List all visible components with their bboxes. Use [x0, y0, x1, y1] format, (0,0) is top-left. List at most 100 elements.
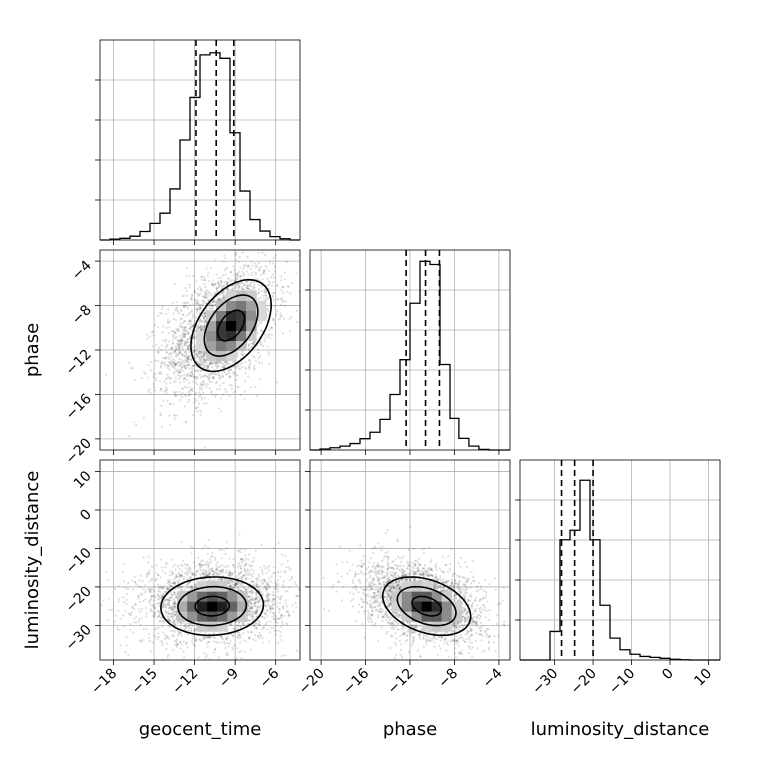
- scatter-point: [257, 619, 260, 623]
- scatter-point: [241, 584, 244, 588]
- scatter-point: [210, 636, 213, 639]
- scatter-point: [281, 299, 284, 302]
- scatter-point: [228, 574, 232, 577]
- scatter-point: [138, 617, 141, 621]
- scatter-point: [172, 602, 175, 605]
- scatter-point: [200, 395, 203, 399]
- scatter-point: [133, 617, 136, 620]
- scatter-point: [196, 405, 199, 409]
- scatter-point: [170, 573, 174, 576]
- scatter-point: [272, 319, 275, 322]
- scatter-point: [154, 372, 157, 375]
- scatter-point: [249, 613, 252, 616]
- scatter-point: [164, 562, 167, 565]
- scatter-point: [282, 586, 285, 589]
- scatter-point: [250, 592, 254, 595]
- scatter-point: [286, 559, 289, 563]
- scatter-point: [232, 583, 235, 586]
- scatter-point: [188, 381, 191, 385]
- scatter-point: [266, 284, 269, 287]
- scatter-point: [202, 563, 205, 566]
- scatter-point: [164, 610, 168, 613]
- scatter-point: [237, 586, 240, 589]
- scatter-point: [206, 366, 209, 369]
- scatter-point: [261, 587, 264, 590]
- scatter-point: [161, 362, 164, 365]
- scatter-point: [278, 608, 282, 611]
- scatter-point: [258, 588, 261, 591]
- scatter-point: [224, 552, 227, 555]
- scatter-point: [258, 378, 261, 381]
- scatter-point: [244, 361, 247, 364]
- scatter-point: [203, 276, 206, 279]
- density-block: [206, 310, 217, 322]
- scatter-point: [192, 324, 195, 327]
- scatter-point: [161, 305, 164, 308]
- scatter-point: [261, 570, 264, 573]
- scatter-point: [203, 320, 206, 323]
- scatter-point: [268, 564, 271, 567]
- scatter-point: [174, 349, 177, 352]
- scatter-point: [138, 600, 142, 604]
- scatter-point: [248, 571, 251, 574]
- scatter-point: [180, 337, 183, 340]
- density-block: [226, 300, 237, 312]
- scatter-point: [199, 358, 202, 361]
- scatter-point: [237, 288, 240, 291]
- scatter-point: [181, 387, 185, 390]
- scatter-point: [250, 580, 254, 583]
- scatter-point: [161, 592, 164, 595]
- scatter-point: [208, 304, 212, 307]
- scatter-point: [180, 541, 183, 544]
- scatter-point: [173, 606, 176, 609]
- scatter-point: [277, 617, 280, 621]
- scatter-point: [280, 654, 283, 657]
- scatter-point: [181, 588, 184, 592]
- scatter-point: [190, 545, 193, 549]
- scatter-point: [156, 326, 160, 329]
- scatter-point: [240, 275, 243, 278]
- scatter-point: [250, 342, 253, 345]
- scatter-point: [233, 269, 236, 272]
- scatter-point: [171, 330, 174, 333]
- scatter-point: [242, 272, 245, 275]
- scatter-point: [185, 374, 188, 378]
- scatter-point: [245, 280, 248, 284]
- scatter-point: [177, 582, 180, 585]
- scatter-point: [283, 278, 287, 281]
- scatter-point: [194, 391, 198, 394]
- scatter-point: [152, 615, 155, 618]
- scatter-point: [228, 570, 231, 574]
- scatter-point: [178, 567, 181, 571]
- scatter-point: [177, 346, 180, 350]
- scatter-point: [252, 286, 256, 289]
- scatter-point: [199, 326, 202, 329]
- scatter-point: [106, 578, 109, 582]
- scatter-point: [227, 645, 230, 648]
- scatter-point: [164, 565, 167, 569]
- scatter-point: [191, 571, 194, 575]
- scatter-point: [220, 641, 223, 644]
- scatter-point: [184, 393, 187, 396]
- scatter-point: [239, 582, 242, 585]
- scatter-point: [257, 635, 260, 638]
- scatter-point: [174, 376, 177, 380]
- scatter-point: [187, 567, 190, 570]
- histogram-phase: [310, 260, 510, 451]
- scatter-point: [232, 566, 236, 569]
- scatter-point: [174, 363, 178, 366]
- scatter-point: [152, 373, 155, 376]
- scatter-point: [273, 571, 276, 575]
- scatter-point: [207, 298, 210, 301]
- scatter-point: [249, 602, 252, 605]
- scatter-point: [107, 597, 110, 600]
- scatter-point: [196, 307, 200, 310]
- scatter-point: [247, 553, 251, 556]
- scatter-point: [228, 579, 232, 582]
- scatter-point: [178, 347, 182, 350]
- scatter-point: [258, 637, 261, 640]
- scatter-point: [191, 414, 194, 417]
- scatter-point: [212, 375, 215, 378]
- scatter-point: [219, 360, 222, 364]
- scatter-point: [222, 298, 225, 301]
